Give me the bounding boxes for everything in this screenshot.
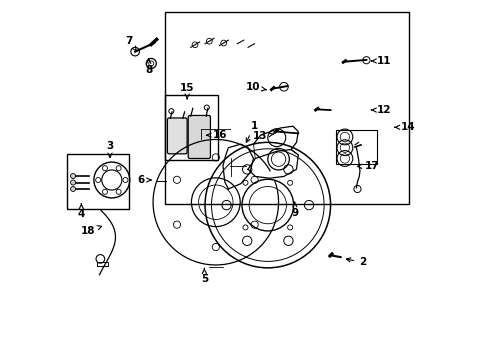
Circle shape (70, 180, 76, 185)
Text: 4: 4 (78, 204, 85, 219)
Text: 18: 18 (81, 226, 102, 236)
Bar (164, 95, 217, 160)
Circle shape (70, 186, 76, 192)
FancyBboxPatch shape (167, 118, 187, 154)
Text: 16: 16 (206, 130, 227, 140)
Text: 12: 12 (371, 105, 391, 115)
Bar (97, 262, 107, 266)
Text: 2: 2 (346, 257, 366, 267)
Text: 11: 11 (371, 56, 391, 66)
Bar (67, 154, 129, 210)
Text: 9: 9 (290, 202, 298, 218)
Text: 15: 15 (180, 83, 194, 99)
FancyBboxPatch shape (188, 116, 210, 158)
Text: 13: 13 (253, 131, 273, 141)
Circle shape (70, 174, 76, 179)
Text: 1: 1 (246, 121, 258, 142)
Text: 6: 6 (137, 175, 151, 185)
Bar (335, 130, 376, 164)
Text: 7: 7 (125, 36, 136, 51)
Text: 14: 14 (394, 122, 414, 132)
Text: 5: 5 (200, 269, 207, 284)
Text: 8: 8 (145, 59, 152, 75)
Bar (164, 12, 408, 204)
Text: 3: 3 (106, 141, 113, 157)
Text: 10: 10 (245, 82, 265, 93)
Text: 17: 17 (357, 161, 379, 171)
